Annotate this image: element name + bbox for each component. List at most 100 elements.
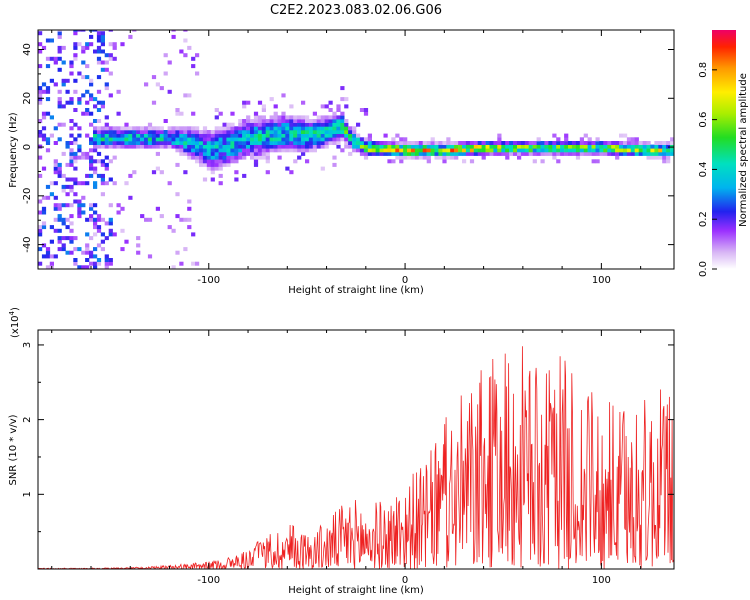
spectrogram-cell (61, 221, 66, 226)
spectrogram-cell (163, 53, 168, 58)
spectrogram-cell (61, 247, 66, 252)
spectrogram-cell (246, 148, 251, 153)
spectrogram-cell (38, 119, 43, 123)
spectrogram-cell (187, 133, 192, 138)
spectrogram-cells (38, 30, 674, 269)
spectrogram-cell (45, 56, 51, 61)
spectrogram-cell (650, 144, 655, 149)
spectrogram-cell (591, 159, 596, 164)
spectrogram-cell (77, 247, 82, 252)
spectrogram-cell (61, 184, 66, 189)
spectrogram-cell (104, 133, 109, 138)
spectrogram-cell (112, 42, 117, 47)
spectrogram-cell (159, 214, 164, 219)
spectrogram-cell (257, 151, 263, 156)
spectrogram-cell (536, 141, 541, 145)
spectrogram-cell (81, 203, 86, 208)
spectrogram-cell (100, 104, 105, 109)
spectrogram-cell (520, 151, 526, 156)
spectrogram-cell (332, 119, 337, 123)
spectrogram-cell (481, 155, 486, 160)
spectrogram-cell (532, 159, 537, 164)
spectrogram-cell (85, 75, 90, 80)
spectrogram-cell (497, 133, 502, 138)
spectrogram-cell (104, 126, 109, 131)
spectrogram-cell (93, 203, 98, 208)
spectrogram-cell (564, 133, 569, 138)
spectrogram-cell (187, 141, 192, 145)
spectrogram-cell (340, 115, 345, 120)
spectrogram-cell (442, 159, 447, 164)
spectrogram-cell (136, 137, 141, 142)
spectrogram-cell (344, 133, 349, 138)
spectrogram-cell (187, 130, 192, 134)
spectrogram-cell (38, 93, 43, 98)
spectrogram-cell (112, 56, 117, 61)
spectrogram-cell (638, 141, 643, 145)
spectrogram-cell (179, 261, 184, 266)
spectrogram-cell (308, 133, 314, 138)
spectrogram-cell (195, 126, 200, 131)
spectrogram-cell (96, 141, 102, 145)
spectrogram-cell (634, 148, 639, 153)
spectrogram-cell (273, 130, 278, 134)
spectrogram-cell (96, 31, 102, 36)
y-tick-label: 1 (22, 491, 33, 497)
spectrogram-cell (564, 151, 569, 156)
spectrogram-cell (658, 155, 663, 160)
colorbar-tick-label: 0.2 (698, 211, 709, 227)
spectrogram-cell (332, 155, 337, 160)
spectrogram-cell (238, 141, 243, 145)
spectrogram-cell (238, 133, 243, 138)
y-tick-label: 2 (22, 416, 33, 422)
spectrogram-cell (273, 144, 278, 149)
spectrogram-cell (179, 141, 184, 145)
spectrogram-cell (560, 151, 565, 156)
spectrogram-cell (477, 148, 482, 153)
spectrogram-cell (163, 71, 168, 76)
spectrogram-cell (85, 181, 90, 186)
spectrogram-cell (336, 126, 341, 131)
spectrogram-cell (497, 137, 502, 142)
spectrogram-cell (591, 141, 596, 145)
spectrogram-cell (104, 236, 109, 241)
spectrogram-cell (367, 151, 372, 156)
spectrogram-cell (96, 38, 102, 43)
spectrogram-cell (564, 137, 569, 142)
spectrogram-cell (69, 239, 74, 244)
spectrogram-cell (38, 100, 43, 105)
spectrogram-cell (234, 144, 239, 149)
spectrogram-cell (69, 71, 74, 76)
spectrogram-cell (560, 141, 565, 145)
spectrogram-cell (607, 148, 612, 153)
spectrogram-cell (328, 133, 333, 138)
spectrogram-cell (151, 126, 157, 131)
spectrogram-cell (242, 148, 247, 153)
spectrogram-cell (556, 144, 561, 149)
spectrogram-cell (61, 173, 66, 178)
spectrogram-cell (552, 133, 557, 138)
spectrogram-cell (226, 155, 231, 160)
spectrogram-cell (73, 261, 78, 266)
spectrogram-cell (104, 82, 109, 87)
spectrogram-cell (654, 144, 659, 149)
spectrogram-cell (73, 199, 78, 204)
spectrogram-cell (210, 151, 215, 156)
spectrogram-cell (422, 144, 427, 149)
spectrogram-cell (277, 130, 282, 134)
spectrogram-cell (324, 126, 329, 131)
spectrogram-cell (171, 137, 176, 142)
spectrogram-cell (179, 111, 184, 116)
spectrogram-cell (96, 217, 102, 222)
spectrogram-cell (312, 111, 317, 116)
spectrogram-cell (124, 239, 129, 244)
spectrogram-cell (277, 126, 282, 131)
spectrogram-cell (253, 119, 259, 123)
spectrogram-cell (214, 141, 219, 145)
spectrogram-cell (253, 159, 259, 164)
spectrogram-cell (513, 151, 518, 156)
spectrogram-cell (261, 122, 266, 127)
spectrogram-cell (626, 137, 632, 142)
spectrogram-cell (446, 151, 451, 156)
spectrogram-cell (324, 104, 329, 109)
